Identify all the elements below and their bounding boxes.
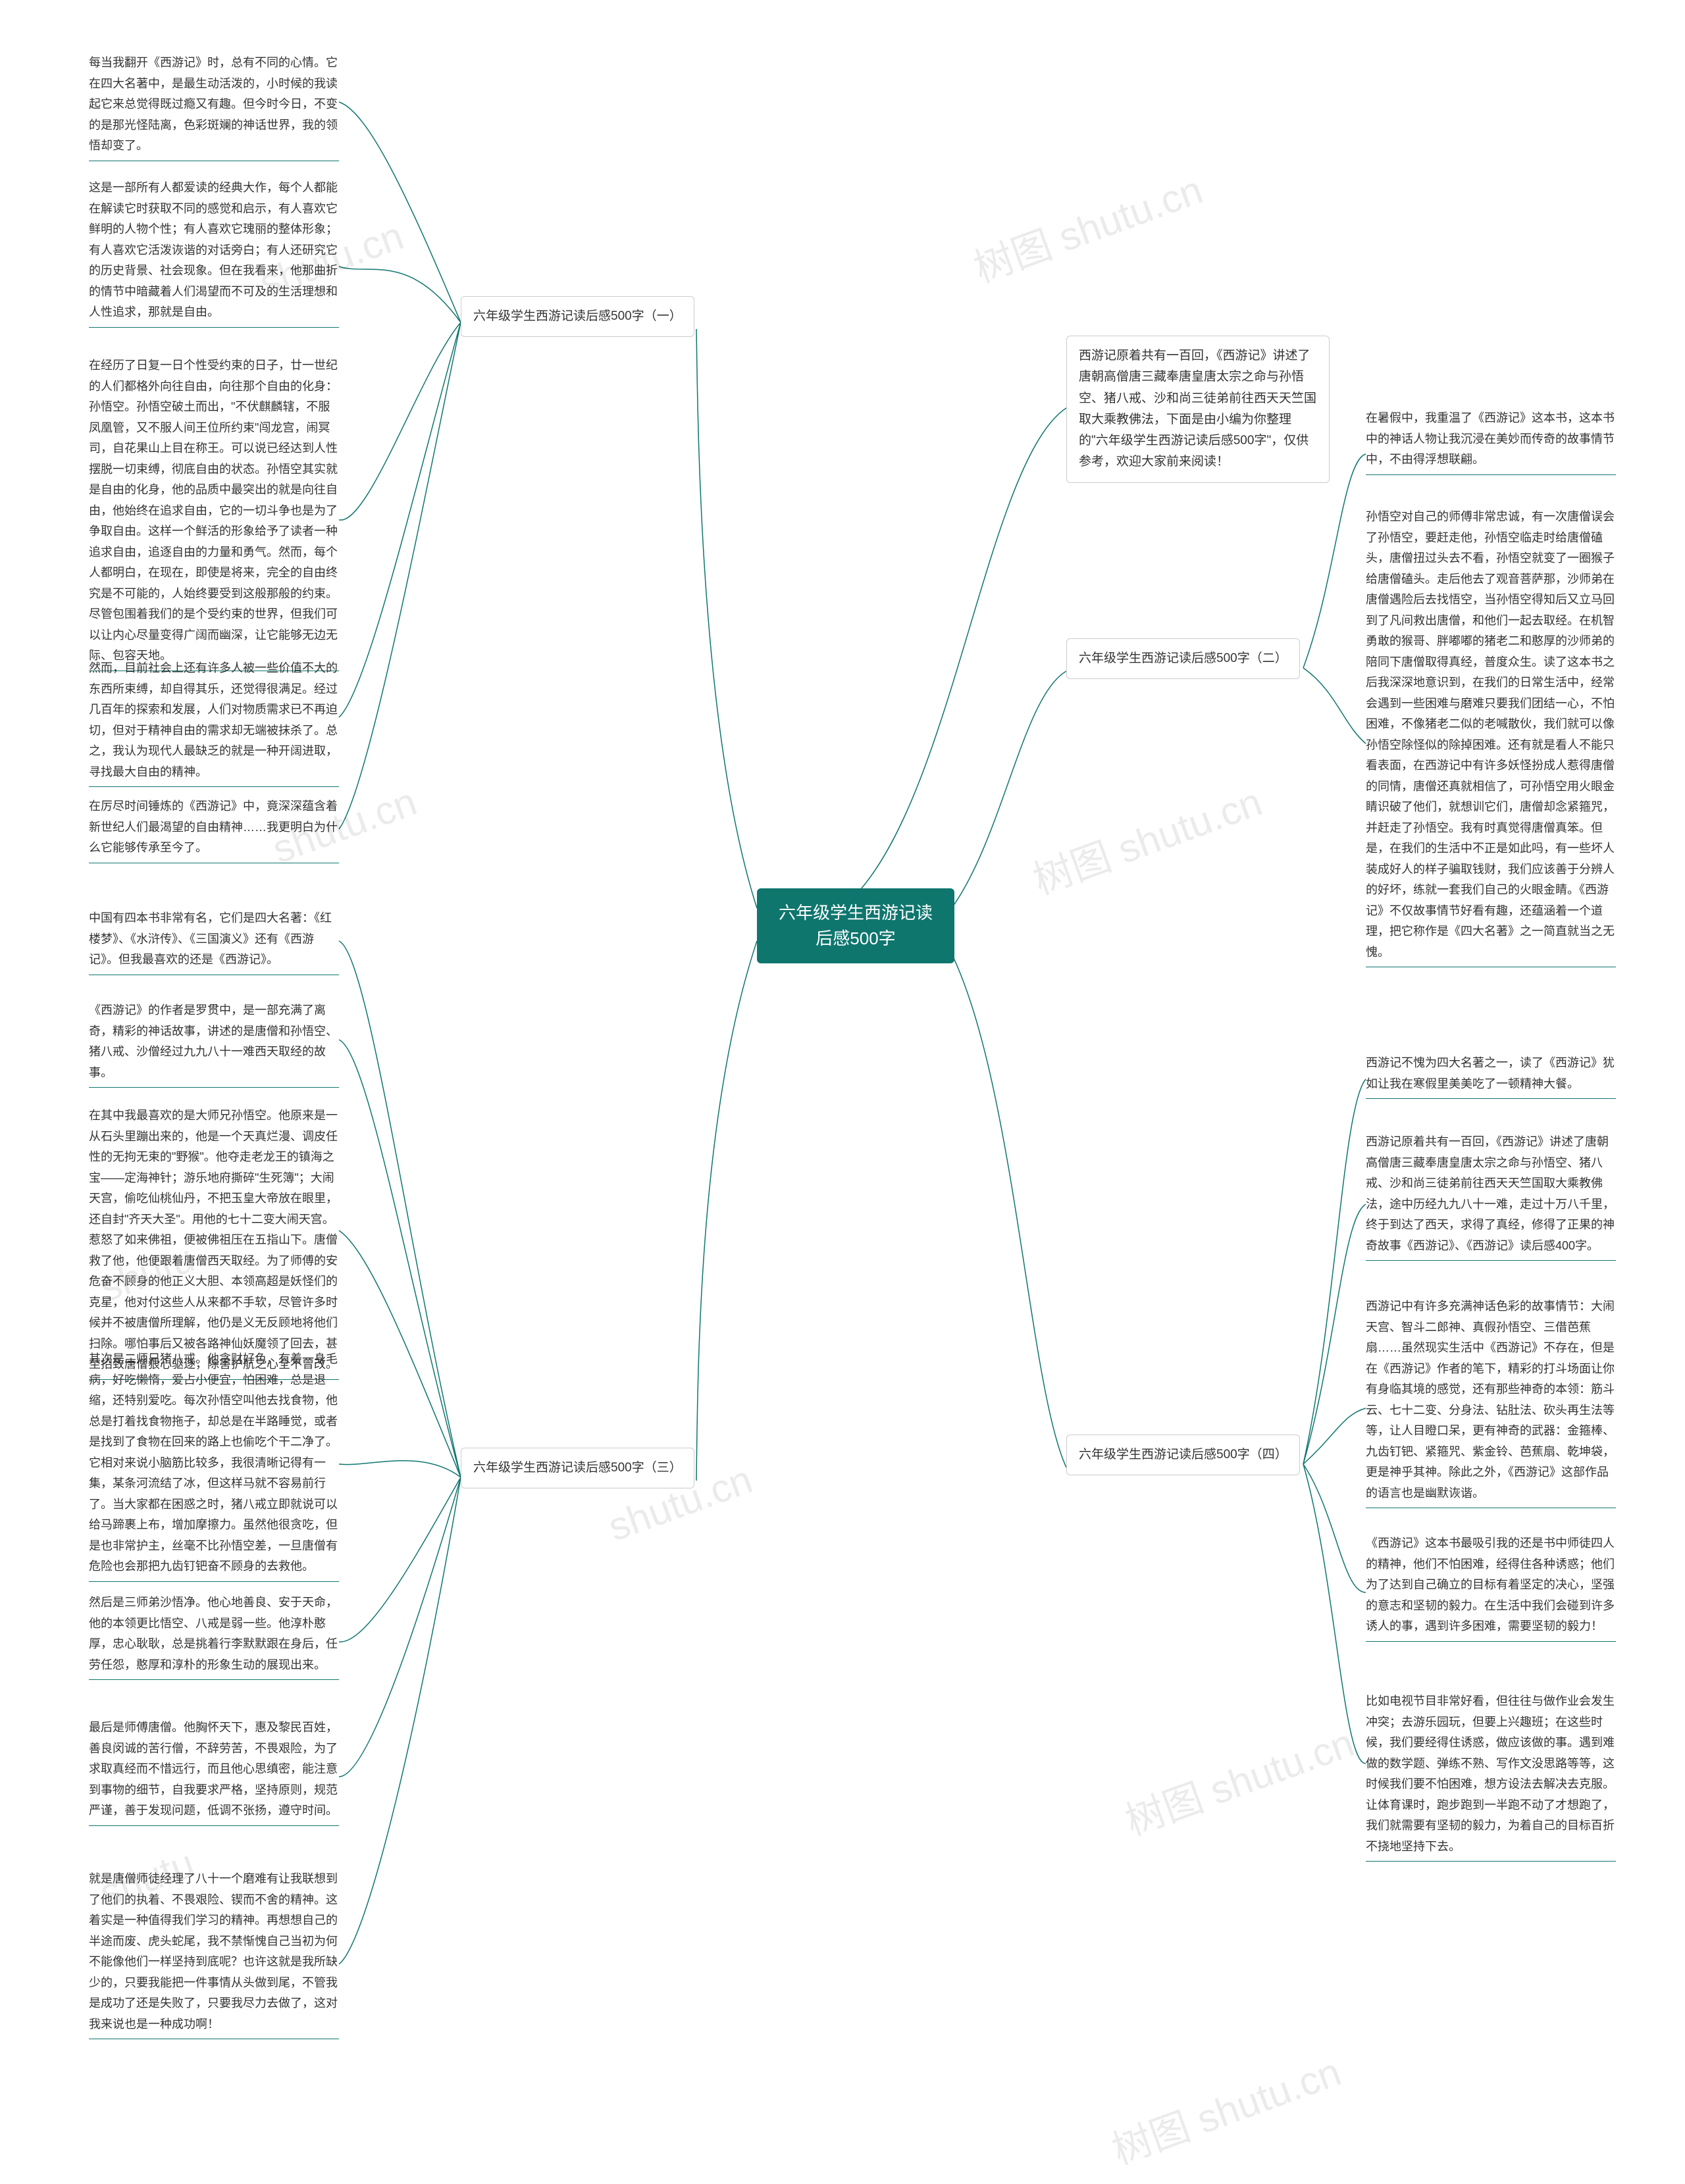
- leaf-node: 就是唐僧师徒经理了八十一个磨难有让我联想到了他们的执着、不畏艰险、锲而不舍的精神…: [89, 1869, 339, 2039]
- leaf-node: 西游记中有许多充满神话色彩的故事情节：大闹天宫、智斗二郎神、真假孙悟空、三借芭蕉…: [1366, 1296, 1616, 1508]
- leaf-node: 最后是师傅唐僧。他胸怀天下，惠及黎民百姓，善良闵诚的苦行僧，不辞劳苦，不畏艰险，…: [89, 1717, 339, 1826]
- leaf-node: 每当我翻开《西游记》时，总有不同的心情。它在四大名著中，是最生动活泼的，小时候的…: [89, 53, 339, 161]
- watermark: 树图 shutu.cn: [1103, 2040, 1347, 2175]
- leaf-node: 这是一部所有人都爱读的经典大作，每个人都能在解读它时获取不同的感觉和启示，有人喜…: [89, 178, 339, 328]
- center-node: 六年级学生西游记读后感500字: [757, 888, 954, 963]
- leaf-node: 在暑假中，我重温了《西游记》这本书，这本书中的神话人物让我沉浸在美妙而传奇的故事…: [1366, 408, 1616, 475]
- watermark: 树图 shutu.cn: [965, 158, 1209, 293]
- leaf-node: 中国有四本书非常有名，它们是四大名著：《红楼梦》、《水浒传》、《三国演义》还有《…: [89, 908, 339, 975]
- watermark: 树图 shutu.cn: [1024, 770, 1268, 905]
- branch-label-2: 六年级学生西游记读后感500字（二）: [1066, 638, 1300, 679]
- intro-node: 西游记原着共有一百回，《西游记》讲述了唐朝高僧唐三藏奉唐皇唐太宗之命与孙悟空、猪…: [1066, 336, 1330, 483]
- leaf-node: 孙悟空对自己的师傅非常忠诚，有一次唐僧误会了孙悟空，要赶走他，孙悟空临走时给唐僧…: [1366, 507, 1616, 967]
- leaf-node: 在厉尽时间锤炼的《西游记》中，竟深深蕴含着新世纪人们最渴望的自由精神……我更明白…: [89, 796, 339, 863]
- leaf-node: 西游记原着共有一百回，《西游记》讲述了唐朝高僧唐三藏奉唐皇唐太宗之命与孙悟空、猪…: [1366, 1132, 1616, 1261]
- leaf-node: 在其中我最喜欢的是大师兄孙悟空。他原来是一从石头里蹦出来的，他是一个天真烂漫、调…: [89, 1105, 339, 1380]
- leaf-node: 西游记不愧为四大名著之一，读了《西游记》犹如让我在寒假里美美吃了一顿精神大餐。: [1366, 1053, 1616, 1099]
- leaf-node: 其次是二师兄猪八戒。他贪财好色，有着一身毛病，好吃懒惰，爱占小便宜，怕困难，总是…: [89, 1349, 339, 1582]
- leaf-node: 然后是三师弟沙悟净。他心地善良、安于天命，他的本领更比悟空、八戒是弱一些。他淳朴…: [89, 1592, 339, 1680]
- branch-label-4: 六年级学生西游记读后感500字（四）: [1066, 1435, 1300, 1475]
- watermark: 树图 shutu.cn: [1116, 1711, 1361, 1846]
- leaf-node: 比如电视节目非常好看，但往往与做作业会发生冲突；去游乐园玩，但要上兴趣班；在这些…: [1366, 1691, 1616, 1862]
- branch-label-3: 六年级学生西游记读后感500字（三）: [461, 1448, 694, 1488]
- leaf-node: 在经历了日复一日个性受约束的日子，廿一世纪的人们都格外向往自由，向往那个自由的化…: [89, 355, 339, 671]
- branch-label-1: 六年级学生西游记读后感500字（一）: [461, 296, 694, 337]
- leaf-node: 然而，目前社会上还有许多人被一些价值不大的东西所束缚，却自得其乐，还觉得很满足。…: [89, 658, 339, 787]
- leaf-node: 《西游记》的作者是罗贯中，是一部充满了离奇，精彩的神话故事，讲述的是唐僧和孙悟空…: [89, 1000, 339, 1088]
- leaf-node: 《西游记》这本书最吸引我的还是书中师徒四人的精神，他们不怕困难，经得住各种诱惑；…: [1366, 1533, 1616, 1642]
